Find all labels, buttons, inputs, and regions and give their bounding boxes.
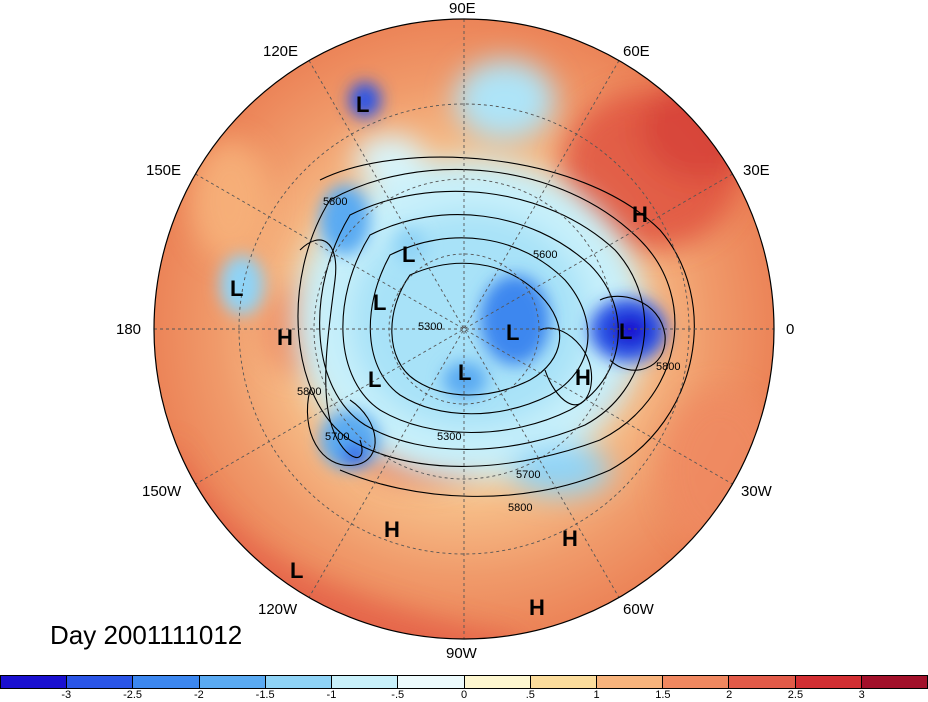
lon-label-150w: 150W: [142, 483, 182, 500]
lon-label-30e: 30E: [743, 162, 770, 179]
pressure-center-high: H: [562, 526, 578, 551]
colorbar-tick-label: -.5: [391, 689, 405, 701]
colorbar-tick-label: -1: [326, 689, 337, 701]
contour-label: 5800: [323, 196, 347, 208]
pressure-center-low: L: [506, 320, 519, 345]
pressure-center-low: L: [458, 360, 471, 385]
colorbar-tick-label: -2: [193, 689, 204, 701]
contour-label: 5800: [508, 502, 532, 514]
colorbar-cell: [596, 676, 664, 688]
pressure-centers: L H L L L H L L L L H H H L H: [230, 92, 648, 620]
pressure-center-low: L: [230, 276, 243, 301]
anomaly-field: [154, 19, 774, 639]
contour-label: 5800: [656, 361, 680, 373]
colorbar-cell: [133, 676, 200, 688]
map-boundary: [153, 18, 775, 640]
height-contours: [297, 156, 695, 497]
colorbar-tick-label: -1.5: [255, 689, 275, 701]
colorbar-cell: [663, 676, 730, 688]
contour-label: 5300: [418, 321, 442, 333]
colorbar-cell: [1, 676, 68, 688]
colorbar-tick-label: -2.5: [123, 689, 143, 701]
pressure-center-low: L: [619, 319, 632, 344]
lon-label-0: 0: [786, 321, 794, 338]
colorbar-cell: [67, 676, 134, 688]
contour-label: 5800: [297, 386, 321, 398]
contour-label: 5700: [516, 469, 540, 481]
colorbar-tick-label: 3: [858, 689, 865, 701]
colorbar-tick-label: 0: [460, 689, 468, 701]
colorbar-tick-label: 2.5: [787, 689, 804, 701]
colorbar-labels: -3 -2.5 -2 -1.5 -1 -.5 0 .5 1 1.5 2 2.5 3: [0, 689, 928, 702]
pressure-center-low: L: [356, 92, 369, 117]
contour-label: 5600: [533, 249, 557, 261]
colorbar-tick-label: -3: [61, 689, 72, 701]
colorbar: [0, 675, 928, 689]
day-title: Day 2001111012: [50, 620, 243, 650]
lon-label-150e: 150E: [146, 162, 181, 179]
colorbar-cell: [795, 676, 862, 688]
lon-label-180: 180: [116, 321, 141, 338]
pressure-center-low: L: [368, 367, 381, 392]
pressure-center-high: H: [575, 365, 591, 390]
pressure-center-high: H: [529, 595, 545, 620]
lon-label-60e: 60E: [623, 43, 650, 60]
lon-label-30w: 30W: [741, 483, 773, 500]
colorbar-tick-label: .5: [525, 689, 535, 701]
pressure-center-low: L: [373, 290, 386, 315]
colorbar-cell: [530, 676, 597, 688]
colorbar-tick-label: 1.5: [655, 689, 671, 701]
colorbar-tick-label: 1: [593, 689, 600, 701]
colorbar-cell: [265, 676, 333, 688]
pressure-center-low: L: [290, 558, 303, 583]
colorbar-cell: [332, 676, 399, 688]
lon-label-90w: 90W: [446, 645, 478, 662]
lon-label-60w: 60W: [623, 601, 655, 618]
colorbar-cell: [729, 676, 796, 688]
colorbar-cell: [398, 676, 465, 688]
graticule: [154, 19, 774, 639]
lon-label-90e: 90E: [449, 0, 476, 17]
longitude-labels: 90E 60E 30E 0 30W 60W 90W 120W 150W 180 …: [116, 0, 794, 662]
colorbar-cell: [861, 676, 928, 688]
colorbar-cell: [464, 676, 531, 688]
contour-labels: 5800 5600 5300 5800 5700 5300 5700 5800 …: [297, 196, 680, 514]
contour-label: 5300: [437, 431, 461, 443]
contour-label: 5700: [325, 431, 349, 443]
pressure-center-high: H: [632, 202, 648, 227]
colorbar-tick-label: 2: [726, 689, 733, 701]
lon-label-120w: 120W: [258, 601, 298, 618]
pressure-center-high: H: [384, 517, 400, 542]
lon-label-120e: 120E: [263, 43, 298, 60]
colorbar-cell: [199, 676, 266, 688]
pressure-center-high: H: [277, 325, 293, 350]
pressure-center-low: L: [402, 242, 415, 267]
